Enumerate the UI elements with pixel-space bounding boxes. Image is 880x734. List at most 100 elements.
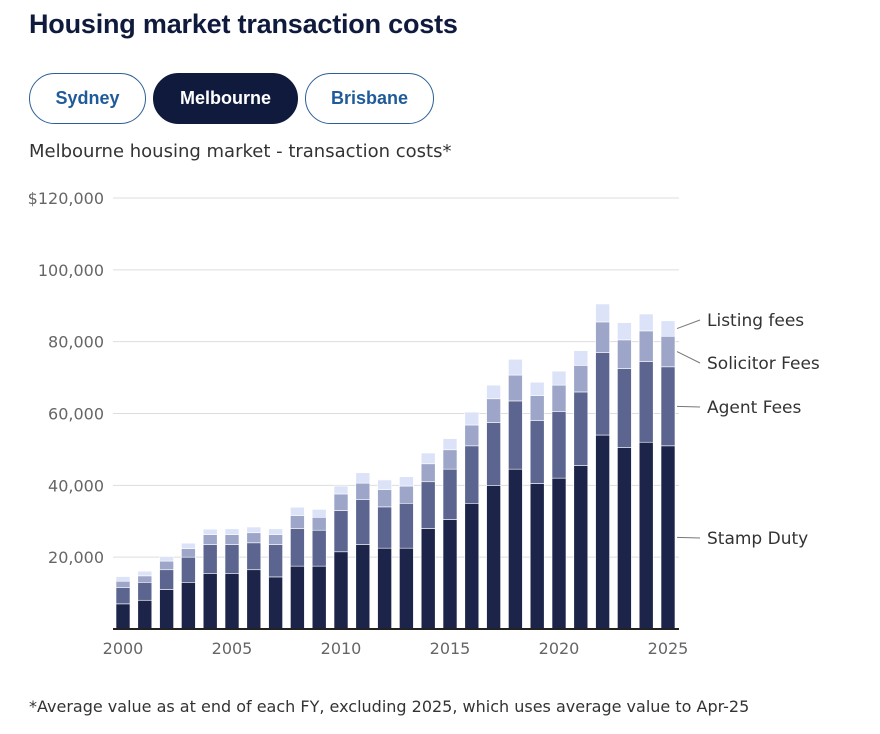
bar-segment-agent-fees	[355, 499, 371, 545]
bar-segment-agent-fees	[638, 361, 654, 443]
bar-segment-solicitor-fees	[159, 560, 174, 571]
bar-segment-agent-fees	[246, 542, 262, 571]
y-tick-label: 60,000	[48, 405, 104, 424]
bar-segment-stamp-duty	[115, 603, 131, 630]
footnote: *Average value as at end of each FY, exc…	[29, 697, 750, 716]
bar-segment-solicitor-fees	[420, 463, 436, 483]
bar-segment-solicitor-fees	[399, 485, 414, 504]
bar-segment-stamp-duty	[399, 547, 414, 630]
bar-segment-listing-fees	[181, 542, 196, 549]
bar-segment-agent-fees	[290, 528, 305, 567]
legend-label-listing-fees: Listing fees	[707, 311, 804, 331]
bar-segment-solicitor-fees	[617, 339, 632, 369]
y-tick-label: 40,000	[48, 476, 104, 495]
bar-segment-stamp-duty	[137, 599, 153, 630]
bar-segment-stamp-duty	[268, 576, 283, 630]
legend-leader-line	[676, 319, 701, 330]
bar-segment-listing-fees	[508, 358, 523, 376]
bar-segment-stamp-duty	[660, 445, 676, 630]
x-tick-label: 2015	[430, 639, 471, 658]
bar-segment-stamp-duty	[224, 573, 240, 630]
bar-segment-solicitor-fees	[660, 335, 676, 368]
bar-segment-agent-fees	[573, 391, 589, 466]
bar-segment-stamp-duty	[617, 447, 632, 630]
bar-segment-listing-fees	[137, 570, 153, 577]
bar-segment-agent-fees	[508, 400, 523, 470]
bar-segment-solicitor-fees	[181, 548, 196, 558]
bar-segment-stamp-duty	[595, 434, 610, 630]
bar-segment-solicitor-fees	[508, 374, 523, 402]
bar-segment-listing-fees	[115, 576, 131, 582]
bar-segment-stamp-duty	[202, 573, 218, 630]
bar-segment-solicitor-fees	[551, 384, 567, 413]
y-tick-label: 80,000	[48, 333, 104, 352]
bar-segment-agent-fees	[551, 411, 567, 479]
bar-segment-stamp-duty	[181, 582, 196, 630]
bar-segment-stamp-duty	[442, 519, 458, 630]
legend-leader-line	[676, 351, 701, 364]
bar-segment-stamp-duty	[508, 468, 523, 630]
bar-segment-agent-fees	[224, 544, 240, 574]
bar-segment-solicitor-fees	[268, 534, 283, 545]
bar-segment-agent-fees	[181, 556, 196, 583]
bar-segment-listing-fees	[529, 381, 545, 396]
legend-label-stamp-duty: Stamp Duty	[707, 529, 808, 549]
x-tick-label: 2025	[648, 639, 689, 658]
bar-segment-solicitor-fees	[638, 330, 654, 362]
bar-segment-stamp-duty	[464, 502, 480, 630]
stacked-bar-chart: 20,00040,00060,00080,000100,000$120,000 …	[28, 189, 820, 658]
y-tick-label: 100,000	[38, 261, 104, 280]
bars	[115, 303, 676, 630]
bar-segment-listing-fees	[551, 370, 567, 386]
bar-segment-stamp-duty	[573, 465, 589, 630]
bar-segment-agent-fees	[159, 569, 174, 590]
bar-segment-listing-fees	[595, 303, 610, 323]
gridlines	[113, 197, 679, 558]
legend-label-solicitor-fees: Solicitor Fees	[707, 354, 820, 374]
bar-segment-listing-fees	[486, 384, 501, 400]
bar-segment-solicitor-fees	[529, 395, 545, 421]
bar-segment-listing-fees	[399, 476, 414, 487]
bar-segment-agent-fees	[442, 468, 458, 520]
bar-segment-stamp-duty	[333, 551, 349, 630]
bar-segment-solicitor-fees	[595, 321, 610, 353]
bar-segment-listing-fees	[311, 509, 327, 518]
y-axis-ticks: 20,000 40,000 60,000 80,000 100,000 $120,000	[28, 189, 104, 567]
bar-segment-solicitor-fees	[137, 575, 153, 583]
bar-segment-listing-fees	[202, 528, 218, 535]
bar-segment-listing-fees	[573, 350, 589, 366]
bar-segment-stamp-duty	[551, 477, 567, 630]
bar-segment-agent-fees	[464, 445, 480, 504]
bar-segment-solicitor-fees	[311, 516, 327, 531]
bar-segment-agent-fees	[660, 366, 676, 447]
bar-segment-listing-fees	[355, 472, 371, 484]
chart-title: Melbourne housing market - transaction c…	[29, 141, 452, 162]
bar-segment-stamp-duty	[311, 565, 327, 630]
bar-segment-listing-fees	[638, 313, 654, 332]
bar-segment-solicitor-fees	[333, 493, 349, 511]
y-tick-label: 20,000	[48, 548, 104, 567]
bar-segment-stamp-duty	[355, 544, 371, 630]
bar-segment-stamp-duty	[420, 528, 436, 630]
bar-segment-listing-fees	[420, 452, 436, 465]
bar-segment-stamp-duty	[529, 483, 545, 630]
tab-brisbane[interactable]: Brisbane	[305, 73, 434, 124]
bar-segment-agent-fees	[333, 510, 349, 553]
bar-segment-listing-fees	[442, 438, 458, 451]
x-tick-label: 2000	[103, 639, 144, 658]
bar-segment-stamp-duty	[159, 589, 174, 630]
x-tick-label: 2005	[212, 639, 253, 658]
tab-melbourne[interactable]: Melbourne	[153, 73, 298, 124]
bar-segment-stamp-duty	[638, 441, 654, 630]
y-tick-label: $120,000	[28, 189, 104, 208]
bar-segment-listing-fees	[464, 411, 480, 426]
tab-sydney[interactable]: Sydney	[29, 73, 146, 124]
page-title: Housing market transaction costs	[29, 9, 458, 39]
bar-segment-stamp-duty	[486, 485, 501, 630]
legend-leader-line	[676, 405, 701, 408]
city-tabs: Sydney Melbourne Brisbane	[29, 73, 434, 124]
bar-segment-agent-fees	[486, 422, 501, 486]
bar-segment-stamp-duty	[246, 569, 262, 630]
bar-segment-agent-fees	[617, 368, 632, 448]
bar-segment-agent-fees	[137, 582, 153, 601]
